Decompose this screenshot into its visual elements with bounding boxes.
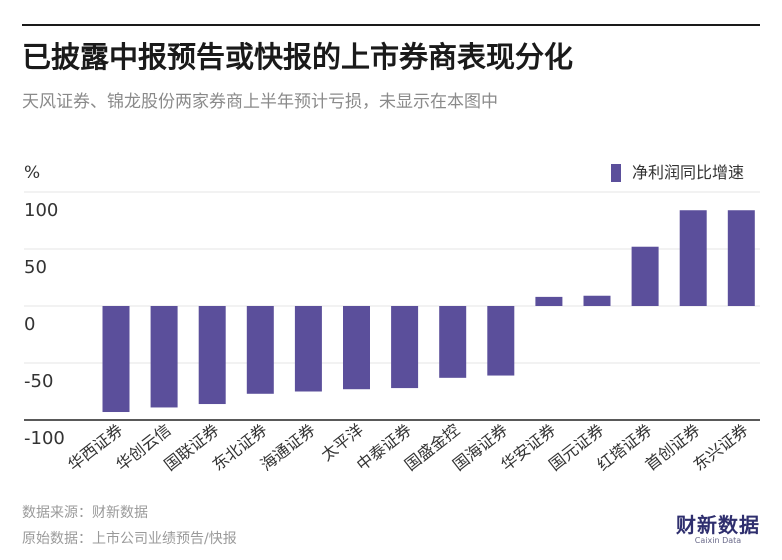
- bar: [246, 306, 274, 394]
- bar: [727, 210, 755, 306]
- bar: [535, 296, 563, 306]
- legend-swatch: [611, 164, 621, 182]
- top-rule: [22, 24, 760, 26]
- data-source: 数据来源：财新数据: [22, 505, 148, 521]
- y-tick-label: 50: [24, 257, 47, 278]
- original-data-source: 原始数据：上市公司业绩预告/快报: [22, 531, 237, 547]
- chart-subtitle: 天风证券、锦龙股份两家券商上半年预计亏损，未显示在本图中: [22, 92, 498, 112]
- bar: [583, 295, 611, 306]
- y-axis-unit: %: [24, 163, 40, 183]
- logo-subtext: Caixin Data: [694, 536, 742, 545]
- y-tick-label: 0: [24, 314, 35, 335]
- legend-label: 净利润同比增速: [632, 163, 745, 182]
- bar: [679, 210, 707, 306]
- bar: [631, 246, 659, 306]
- chart-title: 已披露中报预告或快报的上市券商表现分化: [22, 40, 574, 74]
- y-tick-label: -100: [24, 428, 65, 449]
- bar: [198, 306, 226, 405]
- bar: [150, 306, 178, 408]
- x-tick-label: 东兴证券: [690, 420, 752, 474]
- x-tick-label: 海通证券: [257, 420, 319, 474]
- logo-text: 财新数据: [676, 513, 760, 537]
- bar: [439, 306, 467, 378]
- bar: [343, 306, 370, 390]
- caixin-data-logo: 财新数据 Caixin Data: [676, 514, 760, 554]
- y-tick-label: -50: [24, 371, 53, 392]
- bar: [391, 306, 419, 389]
- y-tick-label: 100: [24, 200, 58, 221]
- bar: [294, 306, 322, 392]
- bar: [487, 306, 515, 376]
- bar: [102, 306, 130, 413]
